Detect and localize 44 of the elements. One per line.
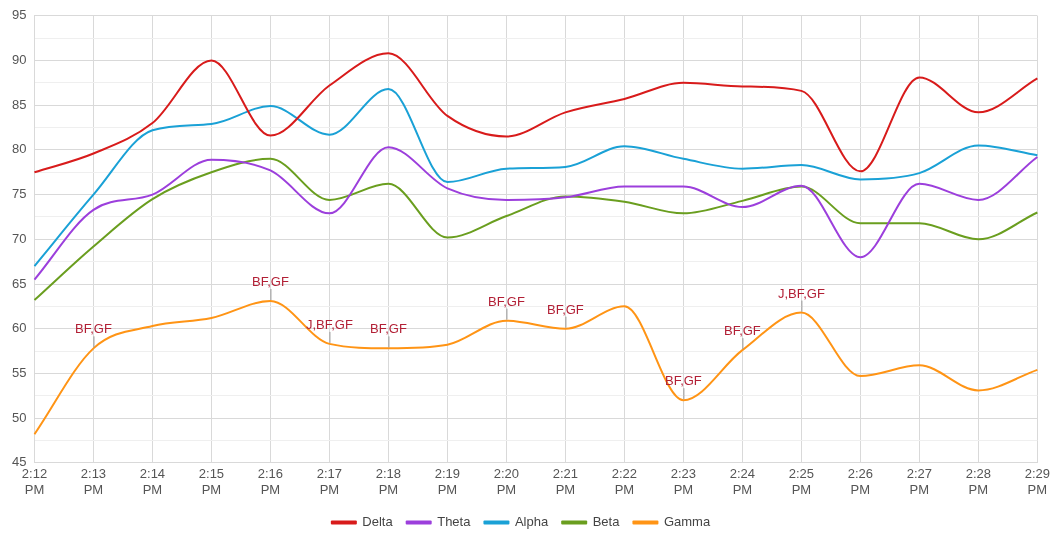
x-tick-label: 2:14 PM bbox=[139, 466, 166, 497]
y-tick-label: 90 bbox=[11, 52, 27, 68]
line-series bbox=[33, 52, 1039, 174]
x-tick-label: 2:22 PM bbox=[611, 466, 638, 497]
line-series bbox=[33, 88, 1039, 268]
x-tick-label: 2:13 PM bbox=[80, 466, 107, 497]
legend-label: Beta bbox=[592, 514, 621, 530]
legend-label: Gamma bbox=[663, 514, 711, 530]
x-tick-label: 2:19 PM bbox=[434, 466, 461, 497]
y-tick-label: 50 bbox=[11, 409, 27, 425]
y-tick-label: 70 bbox=[11, 230, 27, 246]
y-tick-label: 80 bbox=[11, 141, 27, 157]
y-tick-label: 75 bbox=[11, 186, 27, 202]
legend-label: Delta bbox=[362, 514, 394, 530]
y-tick-label: 95 bbox=[11, 7, 27, 23]
legend-label: Theta bbox=[437, 514, 472, 530]
x-tick-label: 2:18 PM bbox=[375, 466, 402, 497]
annotation: BF,GF bbox=[723, 323, 761, 339]
x-tick-label: 2:21 PM bbox=[552, 466, 579, 497]
x-tick-label: 2:28 PM bbox=[965, 466, 992, 497]
annotation: BF,GF bbox=[75, 321, 112, 337]
y-tick-label: 60 bbox=[11, 320, 27, 336]
x-tick-label: 2:16 PM bbox=[257, 466, 284, 497]
x-tick-label: 2:29 PM bbox=[1024, 466, 1051, 497]
x-tick-label: 2:23 PM bbox=[670, 466, 697, 497]
annotation: BF,GF bbox=[664, 373, 702, 389]
legend-label: Alpha bbox=[514, 514, 549, 530]
x-tick-label: 2:15 PM bbox=[198, 466, 225, 497]
x-tick-label: 2:17 PM bbox=[316, 466, 343, 497]
x-tick-label: 2:20 PM bbox=[493, 466, 520, 497]
annotation: J,BF,GF bbox=[305, 316, 353, 332]
annotation: BF,GF bbox=[252, 274, 289, 290]
x-tick-label: 2:27 PM bbox=[906, 466, 933, 497]
annotation: J,BF,GF bbox=[777, 285, 825, 301]
x-tick-label: 2:26 PM bbox=[847, 466, 874, 497]
annotation: BF,GF bbox=[370, 321, 407, 337]
line-series bbox=[33, 299, 1039, 436]
y-tick-label: 55 bbox=[11, 364, 27, 380]
y-tick-label: 65 bbox=[11, 275, 27, 291]
annotation: BF,GF bbox=[546, 301, 584, 317]
x-tick-label: 2:25 PM bbox=[788, 466, 815, 497]
y-tick-label: 85 bbox=[11, 96, 27, 112]
x-tick-label: 2:24 PM bbox=[729, 466, 756, 497]
annotation: BF,GF bbox=[487, 293, 525, 309]
